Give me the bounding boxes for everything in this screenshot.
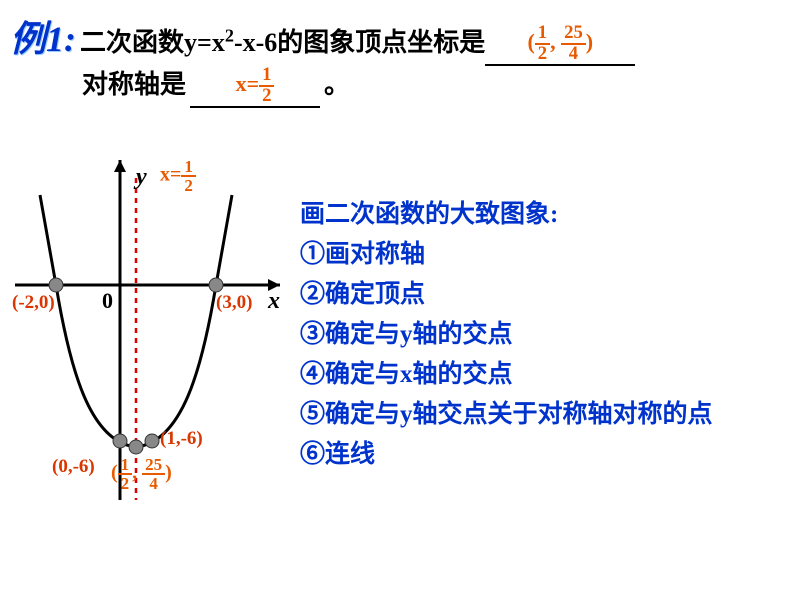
a1-close: ) [586, 29, 593, 54]
pt-neg2-0 [49, 278, 63, 292]
label-0-neg6: (0,-6) [52, 456, 95, 478]
a1-d1: 2 [535, 45, 550, 64]
pt-0-neg6 [113, 434, 127, 448]
pt-vertex [129, 440, 143, 454]
answer2-blank: x=12 [190, 66, 320, 107]
answer1-blank: (12, 254) [485, 24, 635, 65]
a2-d: 2 [259, 87, 274, 106]
a1-n1: 1 [535, 24, 550, 45]
example-label: 例1: [10, 10, 76, 62]
row2-period: 。 [324, 70, 350, 99]
v-n2: 25 [142, 456, 165, 475]
question-text: 二次函数y=x2-x-6的图象顶点坐标是 [80, 22, 485, 59]
y-label: y [136, 164, 147, 191]
label-1-neg6: (1,-6) [160, 428, 203, 450]
step-1: ①画对称轴 [300, 235, 713, 275]
q-prefix: 二次函数 [80, 28, 184, 57]
label-3-0: (3,0) [216, 292, 252, 314]
sym-label: x=12 [160, 158, 196, 194]
a1-sep: , [550, 29, 556, 54]
answer1: (12, 254) [527, 29, 593, 54]
sym-n: 1 [181, 158, 196, 177]
step-2: ②确定顶点 [300, 275, 713, 315]
y-arrow [114, 160, 126, 172]
a1-open: ( [527, 29, 534, 54]
q-suffix: 的图象顶点坐标是 [277, 28, 485, 57]
title-row: 例1: 二次函数y=x2-x-6的图象顶点坐标是 (12, 254) [10, 10, 790, 68]
row2-label: 对称轴是 [82, 70, 186, 99]
sym-d: 2 [181, 177, 196, 194]
a1-n2: 25 [561, 24, 586, 45]
pt-1-neg6 [145, 434, 159, 448]
a2-n: 1 [259, 66, 274, 87]
a1-d2: 4 [561, 45, 586, 64]
origin-label: 0 [102, 288, 113, 314]
pt-3-0 [209, 278, 223, 292]
v-d2: 4 [142, 475, 165, 492]
v-open: ( [111, 462, 118, 484]
v-d1: 2 [118, 475, 133, 492]
label-neg2-0: (-2,0) [12, 292, 55, 314]
graph-area: 0 x y x=12 (-2,0) (3,0) (0,-6) (1,-6) (1… [10, 140, 290, 540]
equation: y=x2-x-6 [184, 28, 277, 57]
steps-list: 画二次函数的大致图象: ①画对称轴 ②确定顶点 ③确定与y轴的交点 ④确定与x轴… [300, 195, 713, 475]
sym-prefix: x= [160, 164, 181, 186]
row2: 对称轴是 x=12 。 [82, 64, 350, 110]
v-close: ) [165, 462, 172, 484]
step-3: ③确定与y轴的交点 [300, 315, 713, 355]
a2-prefix: x= [236, 71, 260, 96]
v-n1: 1 [118, 456, 133, 475]
x-label: x [268, 288, 280, 315]
v-sep: , [132, 462, 137, 484]
step-5: ⑤确定与y轴交点关于对称轴对称的点 [300, 395, 713, 435]
steps-heading: 画二次函数的大致图象: [300, 195, 713, 235]
vertex-label: (12, 254) [111, 456, 172, 492]
step-6: ⑥连线 [300, 435, 713, 475]
answer2: x=12 [236, 71, 275, 96]
step-4: ④确定与x轴的交点 [300, 355, 713, 395]
